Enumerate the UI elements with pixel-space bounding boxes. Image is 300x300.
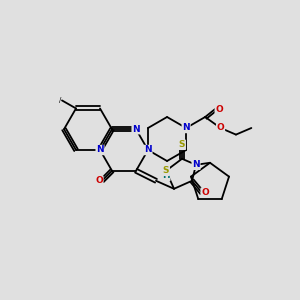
Text: S: S xyxy=(179,140,185,149)
Text: H: H xyxy=(162,171,170,180)
Text: O: O xyxy=(217,124,224,133)
Text: N: N xyxy=(132,125,140,134)
Text: N: N xyxy=(144,146,152,154)
Text: N: N xyxy=(96,146,104,154)
Text: N: N xyxy=(182,124,190,133)
Text: O: O xyxy=(215,104,223,113)
Text: S: S xyxy=(163,166,169,175)
Text: N: N xyxy=(192,160,200,169)
Text: O: O xyxy=(95,176,103,185)
Text: /: / xyxy=(59,98,61,103)
Text: O: O xyxy=(201,188,209,197)
